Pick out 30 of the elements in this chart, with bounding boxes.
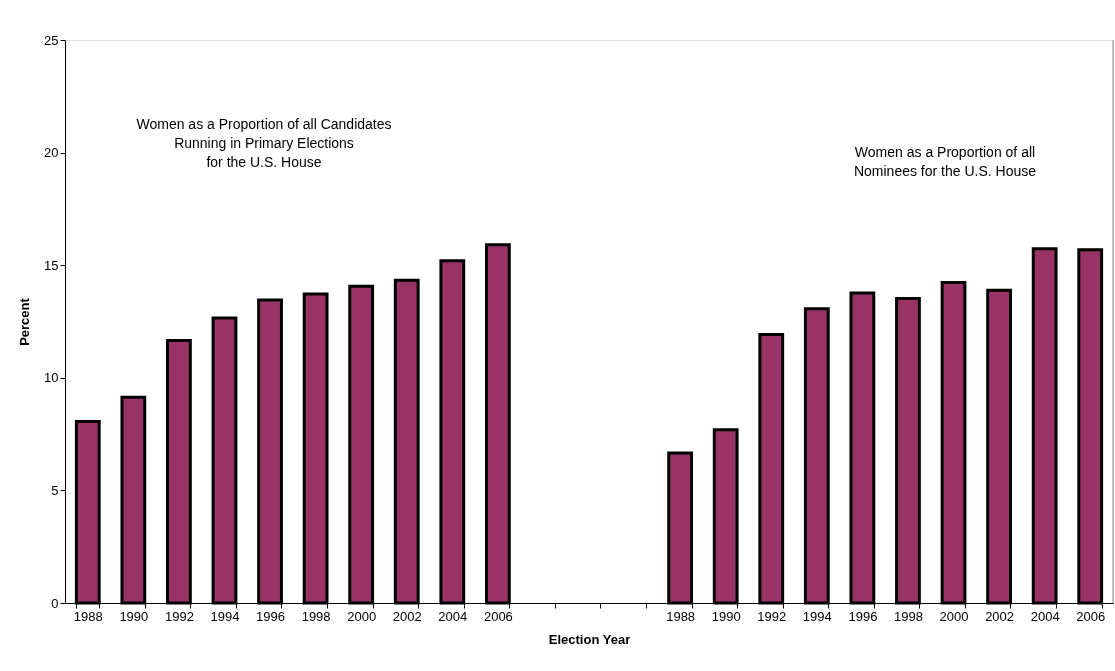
y-tick-label: 10 <box>44 370 59 386</box>
y-axis-title: Percent <box>17 297 33 346</box>
x-tick-label: 1988 <box>73 608 103 624</box>
x-tick-label: 2006 <box>483 608 513 624</box>
x-tick-label: 2004 <box>1030 608 1060 624</box>
y-tick-label: 5 <box>51 482 59 498</box>
annotation: Women as a Proportion of all Candidates Running in Primary Elections for the U.S. House <box>136 116 392 170</box>
x-tick-label: 1992 <box>164 608 194 624</box>
x-tick-label: 1998 <box>894 608 923 624</box>
annotation: Women as a Proportion of all Nominees for the U.S. House <box>853 144 1037 179</box>
y-tick-label: 25 <box>44 32 59 48</box>
x-tick-label: 1996 <box>848 608 878 624</box>
x-tick-label: 2000 <box>347 608 377 624</box>
x-tick-label: 1988 <box>666 608 696 624</box>
x-tick-label: 1996 <box>256 608 285 624</box>
x-tick-label: 1994 <box>210 608 240 624</box>
x-tick-label: 1998 <box>301 608 331 624</box>
x-tick-label: 1992 <box>757 608 787 624</box>
x-tick-label: 2000 <box>939 608 969 624</box>
y-tick-label: 20 <box>44 145 59 161</box>
x-tick-label: 1990 <box>711 608 741 624</box>
x-axis-title: Election Year <box>548 631 631 647</box>
x-tick-label: 2002 <box>985 608 1015 624</box>
x-tick-label: 1994 <box>802 608 832 624</box>
x-tick-label: 2002 <box>392 608 422 624</box>
y-tick-label: 15 <box>44 257 59 273</box>
x-tick-label: 1990 <box>119 608 149 624</box>
x-tick-label: 2004 <box>438 608 468 624</box>
x-tick-label: 2006 <box>1076 608 1106 624</box>
y-tick-label: 0 <box>51 595 59 611</box>
